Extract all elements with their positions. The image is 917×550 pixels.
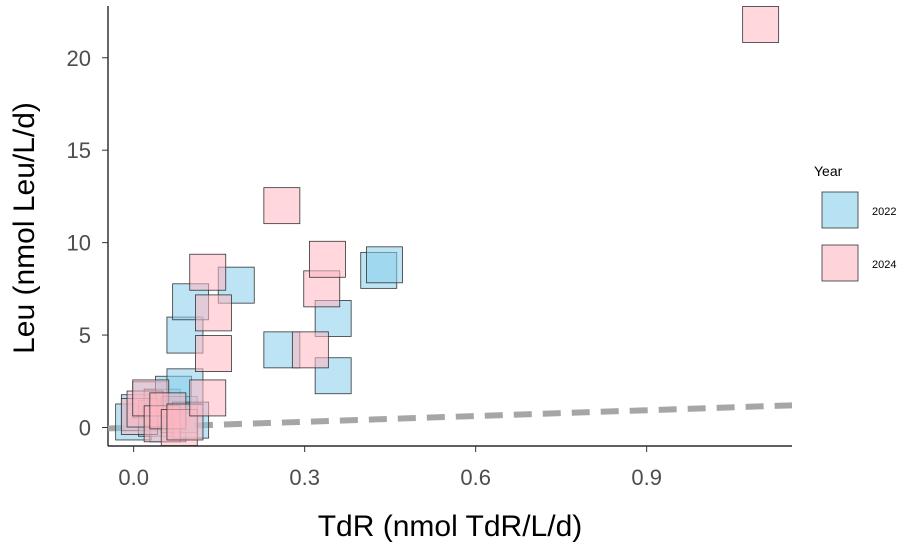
data-points xyxy=(115,6,780,446)
data-point-2024 xyxy=(189,253,227,291)
axes xyxy=(107,6,792,447)
legend: Year 2022 2024 xyxy=(814,163,896,282)
y-tick-label: 10 xyxy=(67,231,91,256)
legend-title: Year xyxy=(814,163,843,179)
data-point-2024 xyxy=(195,335,232,372)
x-tick-label: 0.9 xyxy=(631,465,662,490)
data-point-2024 xyxy=(263,187,301,225)
data-point-2022 xyxy=(366,246,403,284)
legend-label-2024: 2024 xyxy=(872,259,896,271)
y-tick-label: 0 xyxy=(79,416,91,441)
y-axis-title: Leu (nmol Leu/L/d) xyxy=(8,102,41,354)
x-tick-label: 0.6 xyxy=(460,465,491,490)
x-ticks: 0.0 0.3 0.6 0.9 xyxy=(118,446,662,490)
y-ticks: 0 5 10 15 20 xyxy=(67,46,108,441)
data-point-2024 xyxy=(309,240,346,278)
data-point-2024 xyxy=(195,294,232,332)
data-point-2024 xyxy=(742,6,780,43)
legend-label-2022: 2022 xyxy=(872,206,896,218)
y-tick-label: 20 xyxy=(67,46,91,71)
x-axis-title: TdR (nmol TdR/L/d) xyxy=(318,510,583,543)
data-point-2024 xyxy=(291,331,329,369)
legend-key-2024 xyxy=(821,244,859,282)
x-tick-label: 0.3 xyxy=(289,465,320,490)
y-tick-label: 5 xyxy=(79,323,91,348)
legend-key-2022 xyxy=(821,191,859,229)
data-point-2024 xyxy=(189,379,227,417)
x-tick-label: 0.0 xyxy=(118,465,149,490)
y-tick-label: 15 xyxy=(67,138,91,163)
